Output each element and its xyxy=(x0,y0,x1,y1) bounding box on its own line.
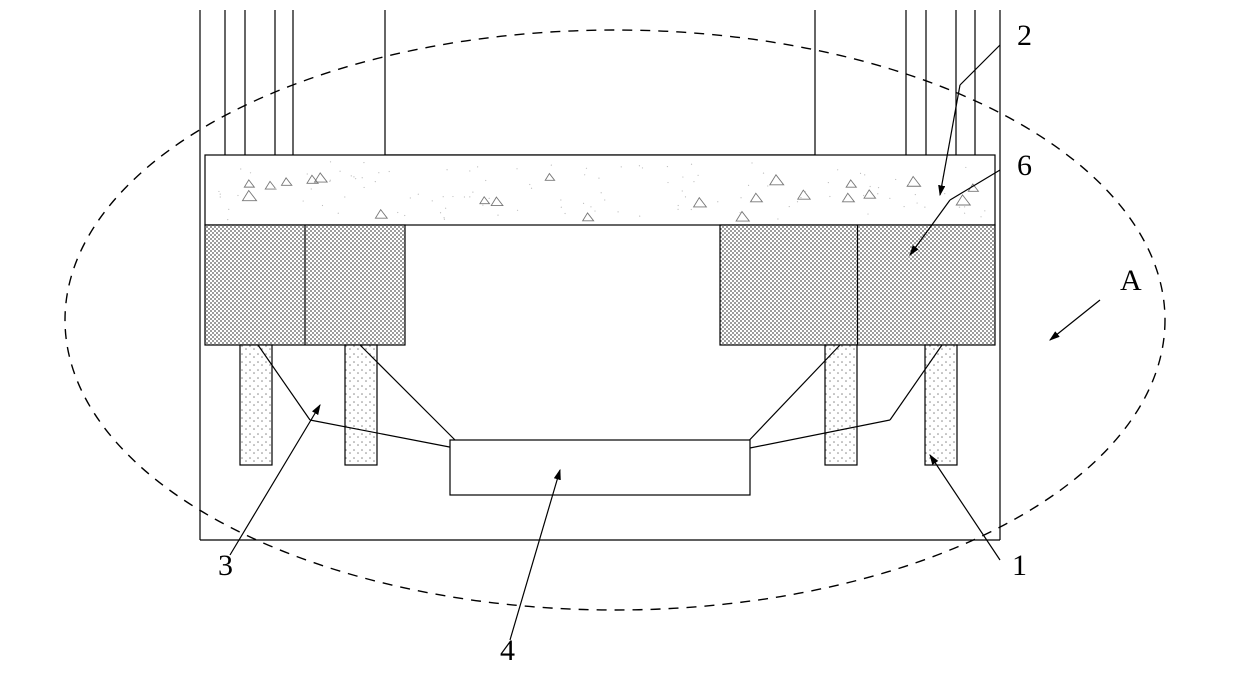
material-band xyxy=(205,155,995,225)
leader-A xyxy=(1050,300,1100,340)
label-n3: 3 xyxy=(218,549,233,582)
strut xyxy=(310,420,465,450)
strut xyxy=(740,420,890,450)
label-n4: 4 xyxy=(500,634,515,667)
center-module xyxy=(450,440,750,495)
label-n6: 6 xyxy=(1017,149,1032,182)
label-n1: 1 xyxy=(1012,549,1027,582)
label-n2: 2 xyxy=(1017,19,1032,52)
support-post-2 xyxy=(345,345,377,465)
support-post-3 xyxy=(825,345,857,465)
label-A: A xyxy=(1120,264,1142,297)
leader-1 xyxy=(930,455,1000,560)
leader-2a xyxy=(960,45,1000,85)
support-post-1 xyxy=(240,345,272,465)
